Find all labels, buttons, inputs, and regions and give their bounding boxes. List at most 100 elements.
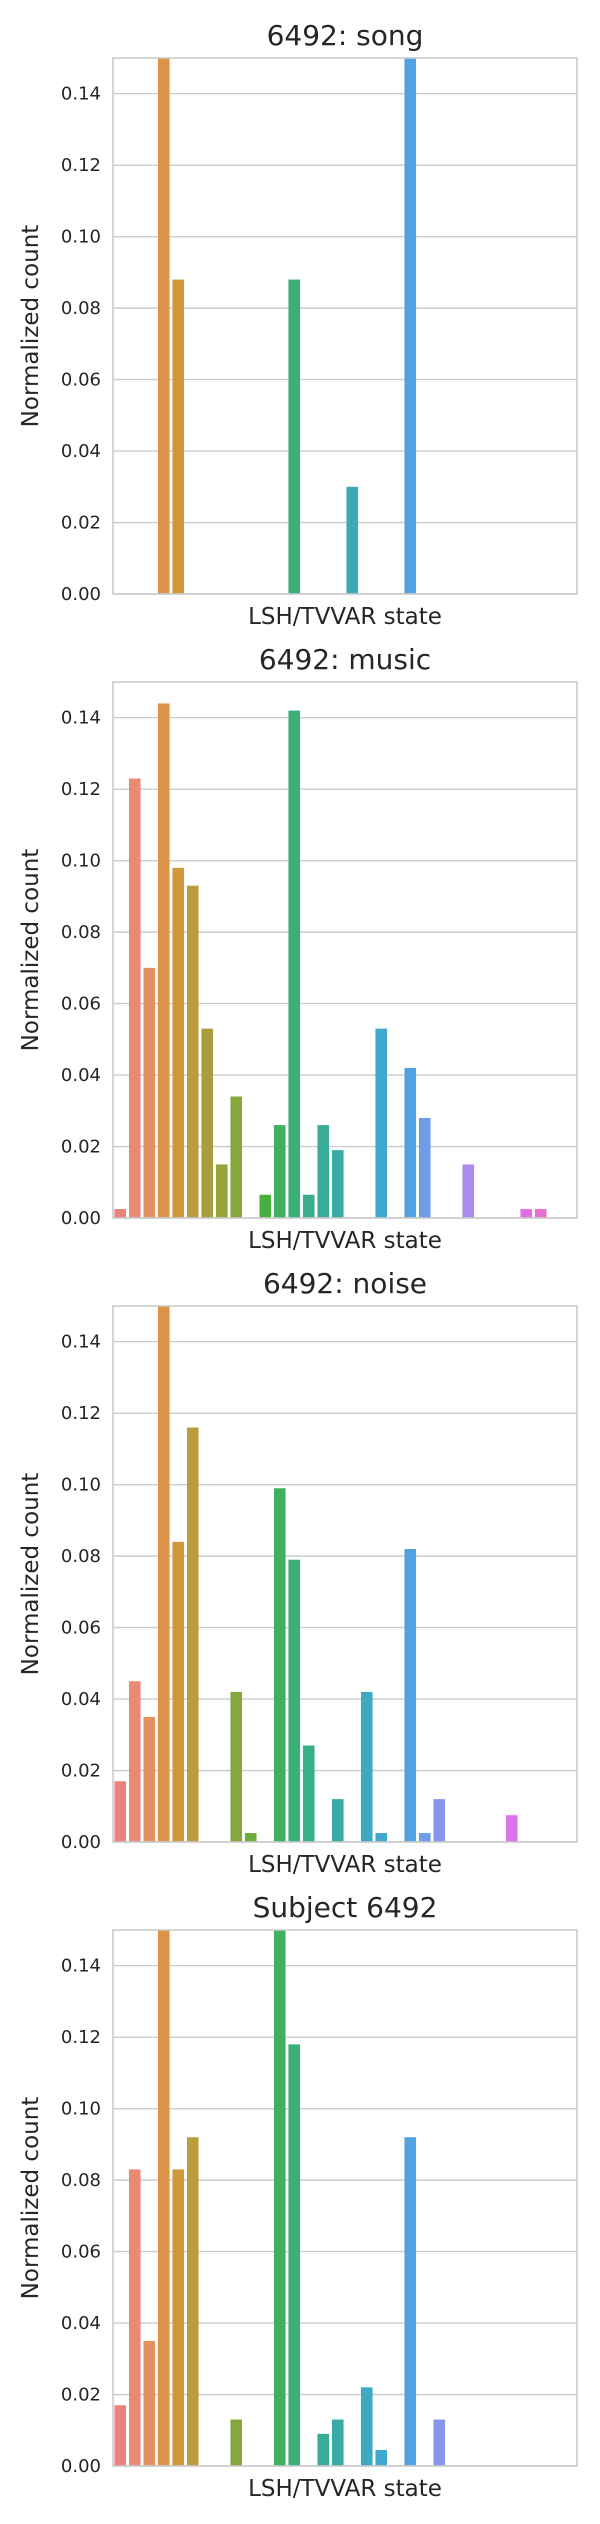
bar	[302, 1745, 315, 1842]
bar	[433, 2419, 446, 2466]
y-tick-label: 0.08	[61, 2170, 101, 2191]
bar	[114, 1209, 127, 1218]
y-tick-label: 0.00	[61, 2456, 101, 2477]
y-tick-label: 0.04	[61, 441, 101, 462]
bar	[331, 1150, 344, 1218]
bar	[128, 2169, 141, 2466]
plot-frame	[112, 1305, 578, 1843]
bar	[360, 2387, 373, 2466]
bar	[157, 1306, 170, 1842]
bar	[317, 1125, 330, 1218]
y-tick-label: 0.02	[61, 1137, 101, 1158]
y-tick-label: 0.12	[61, 2027, 101, 2048]
bar	[520, 1209, 533, 1218]
bar	[114, 2405, 127, 2466]
bar	[288, 1559, 301, 1842]
chart-panel-1: 0.00 0.02 0.04 0.06 0.08 0.10 0.12 0.14 6492: so…	[18, 19, 578, 630]
y-tick-label: 0.12	[61, 155, 101, 176]
y-tick-label: 0.02	[61, 2385, 101, 2406]
bar	[157, 703, 170, 1218]
y-tick-label: 0.14	[61, 708, 101, 729]
y-tick-label: 0.14	[61, 1956, 101, 1977]
bar	[404, 1067, 417, 1218]
bar	[302, 1194, 315, 1218]
bar	[114, 1781, 127, 1842]
y-tick-label: 0.00	[61, 584, 101, 605]
y-axis-label: Normalized count	[18, 1473, 44, 1676]
y-tick-label: 0.02	[61, 1761, 101, 1782]
bar	[143, 1716, 156, 1842]
bar	[143, 967, 156, 1218]
bar	[375, 1028, 388, 1218]
bar	[128, 778, 141, 1218]
y-tick-label: 0.00	[61, 1208, 101, 1229]
bar	[128, 1681, 141, 1842]
chart-panel-4: 0.00 0.02 0.04 0.06 0.08 0.10 0.12 0.14 Subject …	[18, 1891, 578, 2502]
bar	[230, 1096, 243, 1218]
bar	[172, 2169, 185, 2466]
bar	[462, 1164, 475, 1218]
y-tick-label: 0.08	[61, 922, 101, 943]
bar	[273, 1488, 286, 1842]
y-tick-label: 0.14	[61, 1332, 101, 1353]
chart-title: 6492: music	[259, 643, 431, 676]
y-tick-label: 0.14	[61, 84, 101, 105]
bar	[172, 1541, 185, 1842]
y-tick-label: 0.06	[61, 994, 101, 1015]
bar	[404, 58, 417, 594]
chart-title: 6492: song	[267, 19, 424, 52]
bar	[418, 1117, 431, 1218]
bar	[288, 2044, 301, 2466]
bar	[360, 1691, 373, 1842]
y-axis-label: Normalized count	[18, 2097, 44, 2300]
bar	[186, 2137, 199, 2466]
chart-panel-2: 0.00 0.02 0.04 0.06 0.08 0.10 0.12 0.14 6492: mu…	[18, 643, 578, 1254]
bar	[505, 1815, 518, 1842]
bar	[404, 1548, 417, 1842]
bar	[375, 1833, 388, 1842]
x-axis-label: LSH/TVVAR state	[248, 2476, 442, 2502]
bar	[273, 1930, 286, 2466]
bar	[288, 279, 301, 594]
bar	[186, 885, 199, 1218]
chart-title: 6492: noise	[263, 1267, 427, 1300]
bar	[215, 1164, 228, 1218]
y-tick-label: 0.12	[61, 779, 101, 800]
y-axis-label: Normalized count	[18, 849, 44, 1052]
bar	[201, 1028, 214, 1218]
y-tick-label: 0.02	[61, 513, 101, 534]
plot-frame	[112, 57, 578, 595]
chart-panel-3: 0.00 0.02 0.04 0.06 0.08 0.10 0.12 0.14 6492: no…	[18, 1267, 578, 1878]
y-tick-label: 0.04	[61, 2313, 101, 2334]
x-axis-label: LSH/TVVAR state	[248, 604, 442, 630]
bar	[404, 2137, 417, 2466]
y-tick-label: 0.08	[61, 298, 101, 319]
bar	[186, 1427, 199, 1842]
chart-title: Subject 6492	[253, 1891, 438, 1924]
y-tick-label: 0.12	[61, 1403, 101, 1424]
y-tick-label: 0.06	[61, 1618, 101, 1639]
bar	[143, 2340, 156, 2466]
y-tick-label: 0.10	[61, 2099, 101, 2120]
y-tick-label: 0.04	[61, 1689, 101, 1710]
bar	[273, 1125, 286, 1218]
bar	[331, 2419, 344, 2466]
bar	[230, 1691, 243, 1842]
x-axis-label: LSH/TVVAR state	[248, 1228, 442, 1254]
bar	[346, 486, 359, 594]
bar	[244, 1833, 257, 1842]
bar	[317, 2433, 330, 2466]
x-axis-label: LSH/TVVAR state	[248, 1852, 442, 1878]
bar	[331, 1799, 344, 1842]
plot-area	[113, 58, 577, 594]
y-axis-label: Normalized count	[18, 225, 44, 428]
y-tick-label: 0.10	[61, 851, 101, 872]
y-tick-label: 0.06	[61, 370, 101, 391]
y-tick-label: 0.00	[61, 1832, 101, 1853]
bar	[259, 1194, 272, 1218]
plot-frame	[112, 681, 578, 1219]
bar	[172, 867, 185, 1218]
bar	[433, 1799, 446, 1842]
